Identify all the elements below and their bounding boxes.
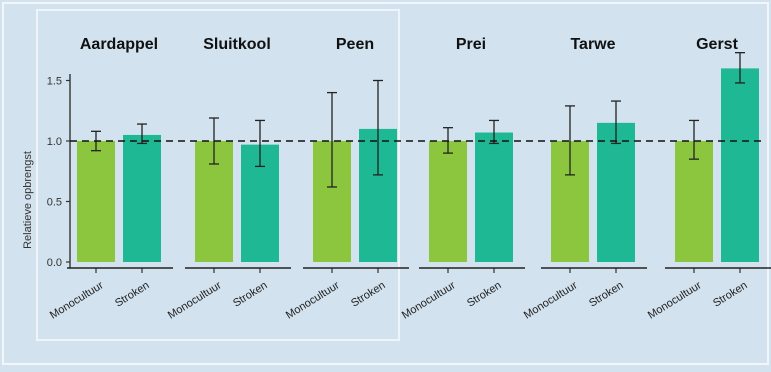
panel-sluitkool: Sluitkool Monocultuur Stroken xyxy=(166,36,291,322)
x-tick-label: Stroken xyxy=(349,279,388,309)
panel-title: Gerst xyxy=(696,36,738,53)
x-tick-label: Monocultuur xyxy=(166,279,224,321)
bar-monocultuur xyxy=(675,141,713,262)
x-tick-label: Stroken xyxy=(587,279,626,309)
panel-title: Sluitkool xyxy=(203,36,271,53)
panel-gerst: Gerst Monocultuur Stroken xyxy=(646,36,771,322)
y-tick-label: 1.0 xyxy=(47,136,62,148)
bar-stroken xyxy=(475,132,513,262)
y-tick-label: 0.5 xyxy=(47,197,62,209)
panel-prei: Prei Monocultuur Stroken xyxy=(400,36,525,322)
panel-aardappel: Aardappel Monocultuur Stroken xyxy=(48,36,173,322)
x-tick-label: Monocultuur xyxy=(522,279,580,321)
highlight-box xyxy=(36,9,400,341)
y-tick-label: 0.0 xyxy=(47,257,62,269)
bar-monocultuur xyxy=(429,141,467,262)
x-tick-label: Monocultuur xyxy=(646,279,704,321)
outer-frame xyxy=(2,2,769,365)
bar-stroken xyxy=(123,134,161,262)
y-axis-label: Relatieve opbrengst xyxy=(22,151,34,249)
x-tick-label: Monocultuur xyxy=(48,279,106,321)
x-tick-label: Monocultuur xyxy=(284,279,342,321)
x-tick-label: Monocultuur xyxy=(400,279,458,321)
x-tick-label: Stroken xyxy=(465,279,504,309)
x-tick-label: Stroken xyxy=(113,279,152,309)
bar-stroken xyxy=(597,122,635,262)
y-axis: 0.0 0.5 1.0 1.5 xyxy=(47,74,71,269)
panel-tarwe: Tarwe Monocultuur Stroken xyxy=(522,36,647,322)
panel-title: Peen xyxy=(336,36,374,53)
bar-monocultuur xyxy=(77,141,115,262)
x-tick-label: Stroken xyxy=(711,279,750,309)
panel-title: Prei xyxy=(456,36,486,53)
panel-peen: Peen Monocultuur Stroken xyxy=(284,36,409,322)
x-tick-label: Stroken xyxy=(231,279,270,309)
panel-title: Aardappel xyxy=(80,36,158,53)
bar-stroken xyxy=(721,68,759,263)
y-tick-label: 1.5 xyxy=(47,76,62,88)
panel-title: Tarwe xyxy=(570,36,615,53)
